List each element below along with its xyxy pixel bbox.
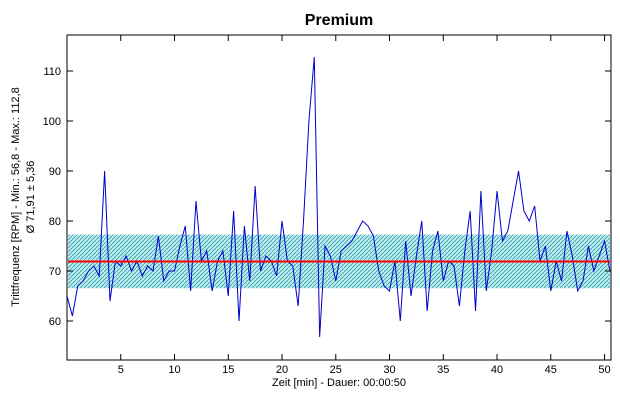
- x-tick-label: 15: [222, 364, 234, 376]
- y-tick-label: 70: [49, 266, 61, 278]
- plot-frame: [66, 34, 612, 361]
- x-tick-label: 50: [598, 364, 610, 376]
- data-line: [66, 56, 611, 338]
- y-axis-label: Trittfrequenz [RPM] - Min.: 56,8 - Max.:…: [10, 87, 22, 306]
- x-tick-label: 35: [437, 364, 449, 376]
- x-tick-label: 5: [118, 364, 124, 376]
- y-tick-label: 80: [49, 216, 61, 228]
- x-tick-label: 10: [168, 364, 180, 376]
- y-axis-label-stats: Ø 71,91 ± 5,36: [25, 161, 37, 234]
- y-tick-label: 110: [43, 66, 61, 78]
- y-tick-label: 60: [49, 316, 61, 328]
- chart-title: Premium: [305, 12, 373, 29]
- y-tick-label: 90: [49, 166, 61, 178]
- x-tick-label: 45: [545, 364, 557, 376]
- x-tick-label: 20: [276, 364, 288, 376]
- x-tick-label: 40: [491, 364, 503, 376]
- x-axis-label: Zeit [min] - Dauer: 00:00:50: [272, 377, 406, 389]
- x-tick-label: 25: [330, 364, 342, 376]
- y-tick-label: 100: [43, 116, 61, 128]
- x-tick-label: 30: [383, 364, 395, 376]
